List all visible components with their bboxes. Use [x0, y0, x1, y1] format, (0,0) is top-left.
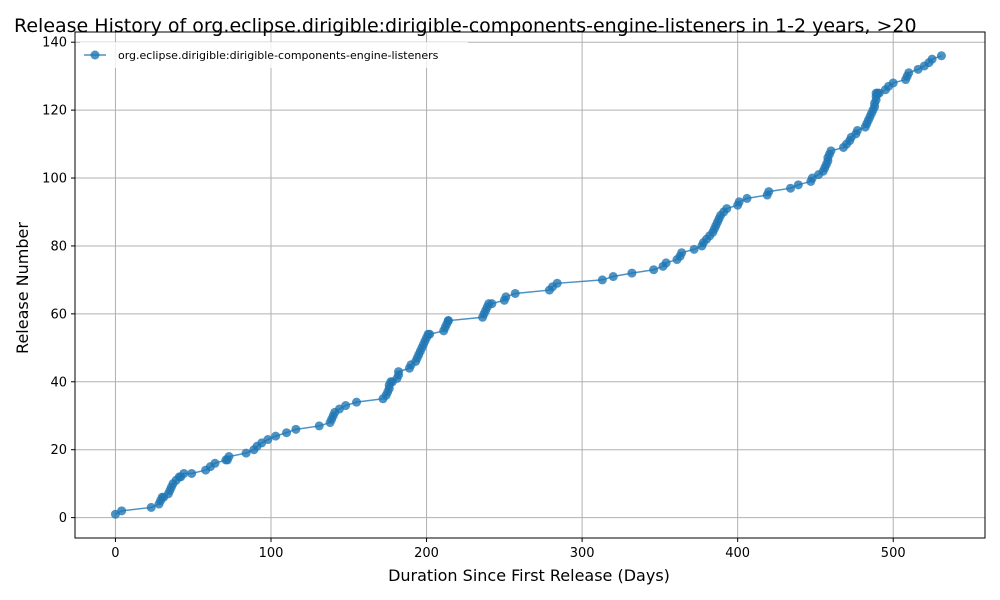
- data-point: [210, 458, 220, 468]
- data-point: [888, 78, 898, 88]
- data-point: [661, 258, 671, 268]
- data-point: [241, 448, 251, 458]
- data-point: [146, 502, 156, 512]
- data-point: [927, 54, 937, 64]
- legend-marker: [90, 50, 100, 60]
- y-tick-label: 40: [50, 375, 67, 390]
- data-point: [649, 265, 659, 275]
- legend-label: org.eclipse.dirigible:dirigible-componen…: [118, 49, 439, 62]
- grid-lines: [75, 32, 985, 538]
- data-point: [117, 506, 127, 516]
- x-tick-label: 0: [111, 546, 119, 561]
- data-point: [341, 401, 351, 411]
- data-point: [501, 292, 511, 302]
- data-point: [314, 421, 324, 431]
- data-point: [734, 197, 744, 207]
- data-point: [786, 183, 796, 193]
- data-point: [627, 268, 637, 278]
- data-point: [510, 288, 520, 298]
- data-point: [677, 248, 687, 258]
- data-point: [394, 367, 404, 377]
- plot-frame: [74, 31, 986, 539]
- data-point: [552, 278, 562, 288]
- data-point: [263, 435, 273, 445]
- data-point: [179, 468, 189, 478]
- data-point: [936, 51, 946, 61]
- data-point: [826, 146, 836, 156]
- x-axis-label: Duration Since First Release (Days): [388, 566, 670, 585]
- series-line: [115, 55, 942, 515]
- data-point: [187, 468, 197, 478]
- series-layer: [110, 51, 946, 519]
- data-point: [352, 397, 362, 407]
- x-tick-label: 500: [881, 546, 906, 561]
- data-point: [282, 428, 292, 438]
- data-point: [852, 125, 862, 135]
- data-point: [764, 187, 774, 197]
- y-tick-label: 140: [42, 36, 67, 51]
- data-point: [904, 68, 914, 78]
- x-tick-label: 100: [259, 546, 284, 561]
- x-tick-label: 200: [414, 546, 439, 561]
- y-tick-label: 100: [42, 172, 67, 187]
- data-point: [443, 316, 453, 326]
- y-axis-label: Release Number: [13, 222, 32, 354]
- y-tick-label: 80: [50, 239, 67, 254]
- data-point: [793, 180, 803, 190]
- data-point: [271, 431, 281, 441]
- data-point: [487, 299, 497, 309]
- data-point: [224, 451, 234, 461]
- x-tick-label: 400: [725, 546, 750, 561]
- x-tick-label: 300: [570, 546, 595, 561]
- data-point: [425, 329, 435, 339]
- y-tick-label: 0: [59, 511, 67, 526]
- data-point: [689, 244, 699, 254]
- chart-title: Release History of org.eclipse.dirigible…: [14, 15, 917, 37]
- legend: org.eclipse.dirigible:dirigible-componen…: [80, 42, 468, 68]
- y-tick-label: 60: [50, 307, 67, 322]
- data-point: [608, 272, 618, 282]
- data-point: [742, 193, 752, 203]
- data-point: [291, 424, 301, 434]
- axis-ticks: 0 100 200 300 400 500 0 20 40 60 80 100 120 140: [42, 36, 905, 561]
- data-point: [597, 275, 607, 285]
- legend-box: [80, 42, 468, 68]
- y-tick-label: 120: [42, 104, 67, 119]
- data-point: [722, 204, 732, 214]
- y-tick-label: 20: [50, 443, 67, 458]
